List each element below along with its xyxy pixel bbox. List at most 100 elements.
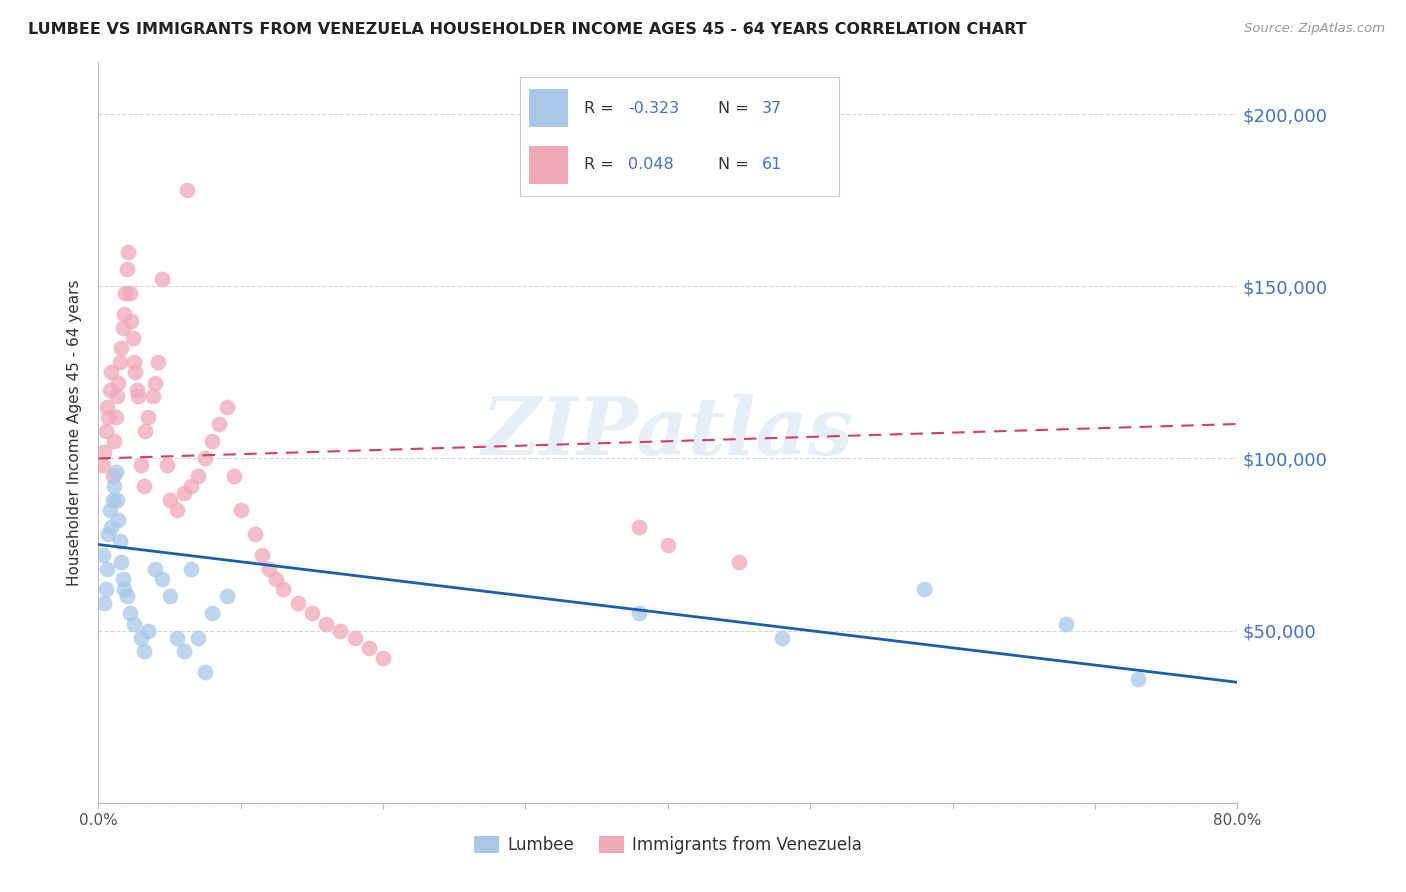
Point bbox=[728, 555, 751, 569]
Point bbox=[141, 389, 163, 403]
Point bbox=[98, 383, 121, 397]
Point bbox=[194, 665, 217, 679]
Point bbox=[243, 527, 266, 541]
Point bbox=[100, 520, 122, 534]
Point bbox=[194, 451, 217, 466]
Point bbox=[315, 616, 337, 631]
Point bbox=[132, 479, 155, 493]
Point bbox=[122, 616, 145, 631]
Point bbox=[117, 244, 139, 259]
Point bbox=[301, 607, 323, 621]
Point bbox=[112, 307, 135, 321]
Point bbox=[111, 572, 134, 586]
Point bbox=[187, 468, 209, 483]
Point bbox=[110, 555, 132, 569]
Y-axis label: Householder Income Ages 45 - 64 years: Householder Income Ages 45 - 64 years bbox=[67, 279, 83, 586]
Point bbox=[132, 644, 155, 658]
Point bbox=[166, 503, 188, 517]
Point bbox=[122, 355, 145, 369]
Point bbox=[159, 492, 181, 507]
Point bbox=[152, 572, 174, 586]
Text: LUMBEE VS IMMIGRANTS FROM VENEZUELA HOUSEHOLDER INCOME AGES 45 - 64 YEARS CORREL: LUMBEE VS IMMIGRANTS FROM VENEZUELA HOUS… bbox=[28, 22, 1026, 37]
Point bbox=[176, 183, 198, 197]
Point bbox=[357, 640, 380, 655]
Text: Source: ZipAtlas.com: Source: ZipAtlas.com bbox=[1244, 22, 1385, 36]
Point bbox=[118, 607, 141, 621]
Point bbox=[187, 631, 209, 645]
Point bbox=[373, 651, 395, 665]
Point bbox=[159, 589, 181, 603]
Point bbox=[148, 355, 170, 369]
Point bbox=[105, 492, 128, 507]
Point bbox=[96, 561, 118, 575]
Text: ZIPatlas: ZIPatlas bbox=[482, 394, 853, 471]
Point bbox=[657, 537, 679, 551]
Point bbox=[103, 434, 125, 449]
Point bbox=[111, 320, 134, 334]
Point bbox=[97, 410, 120, 425]
Point bbox=[91, 458, 114, 473]
Point bbox=[266, 572, 288, 586]
Point bbox=[93, 444, 115, 458]
Point bbox=[121, 331, 143, 345]
Point bbox=[97, 527, 120, 541]
Point bbox=[156, 458, 179, 473]
Point bbox=[343, 631, 366, 645]
Point bbox=[114, 286, 136, 301]
Point bbox=[628, 607, 651, 621]
Point bbox=[105, 389, 128, 403]
Point bbox=[250, 548, 273, 562]
Point bbox=[222, 468, 245, 483]
Point bbox=[208, 417, 231, 431]
Point bbox=[107, 513, 129, 527]
Point bbox=[100, 365, 122, 379]
Point bbox=[166, 631, 188, 645]
Point bbox=[96, 400, 118, 414]
Point bbox=[124, 365, 146, 379]
Point bbox=[104, 410, 127, 425]
Point bbox=[110, 341, 132, 355]
Point bbox=[112, 582, 135, 597]
Point bbox=[180, 479, 202, 493]
Point bbox=[108, 355, 131, 369]
Point bbox=[770, 631, 793, 645]
Point bbox=[134, 424, 156, 438]
Point bbox=[101, 468, 124, 483]
Point bbox=[129, 631, 152, 645]
Point bbox=[1126, 672, 1149, 686]
Point bbox=[173, 644, 195, 658]
Point bbox=[215, 400, 238, 414]
Legend: Lumbee, Immigrants from Venezuela: Lumbee, Immigrants from Venezuela bbox=[467, 830, 869, 861]
Point bbox=[115, 262, 138, 277]
Point bbox=[104, 465, 127, 479]
Point bbox=[91, 548, 114, 562]
Point bbox=[115, 589, 138, 603]
Point bbox=[107, 376, 129, 390]
Point bbox=[152, 272, 174, 286]
Point bbox=[201, 434, 224, 449]
Point bbox=[329, 624, 352, 638]
Point bbox=[145, 561, 167, 575]
Point bbox=[127, 389, 149, 403]
Point bbox=[108, 534, 131, 549]
Point bbox=[180, 561, 202, 575]
Point bbox=[120, 314, 142, 328]
Point bbox=[229, 503, 252, 517]
Point bbox=[118, 286, 141, 301]
Point bbox=[287, 596, 309, 610]
Point bbox=[136, 410, 159, 425]
Point bbox=[628, 520, 651, 534]
Point bbox=[912, 582, 935, 597]
Point bbox=[101, 492, 124, 507]
Point bbox=[103, 479, 125, 493]
Point bbox=[1056, 616, 1078, 631]
Point bbox=[173, 486, 195, 500]
Point bbox=[201, 607, 224, 621]
Point bbox=[273, 582, 295, 597]
Point bbox=[259, 561, 281, 575]
Point bbox=[94, 424, 117, 438]
Point bbox=[94, 582, 117, 597]
Point bbox=[98, 503, 121, 517]
Point bbox=[129, 458, 152, 473]
Point bbox=[145, 376, 167, 390]
